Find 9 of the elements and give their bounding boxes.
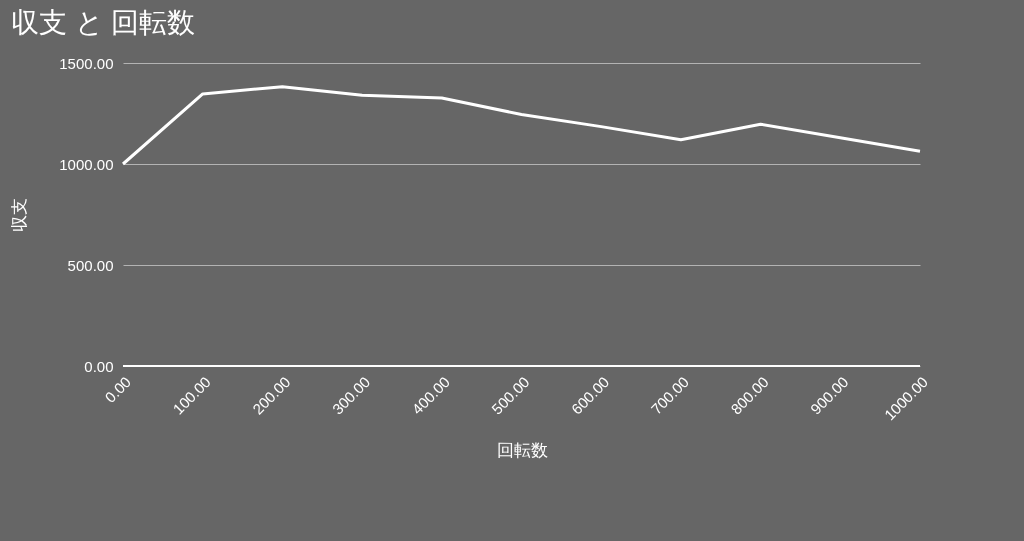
line-series: [121, 85, 922, 166]
y-tick-label: 500.00: [67, 256, 114, 274]
x-axis-title: 回転数: [496, 441, 548, 461]
y-tick-label: 1000.00: [59, 155, 114, 173]
x-tick-label: 0.00: [101, 373, 135, 406]
y-axis-title: 収支: [10, 198, 30, 232]
chart-title: 収支 と 回転数: [10, 7, 196, 38]
y-tick-label: 1500.00: [59, 54, 114, 72]
y-tick-label: 0.00: [84, 357, 114, 375]
